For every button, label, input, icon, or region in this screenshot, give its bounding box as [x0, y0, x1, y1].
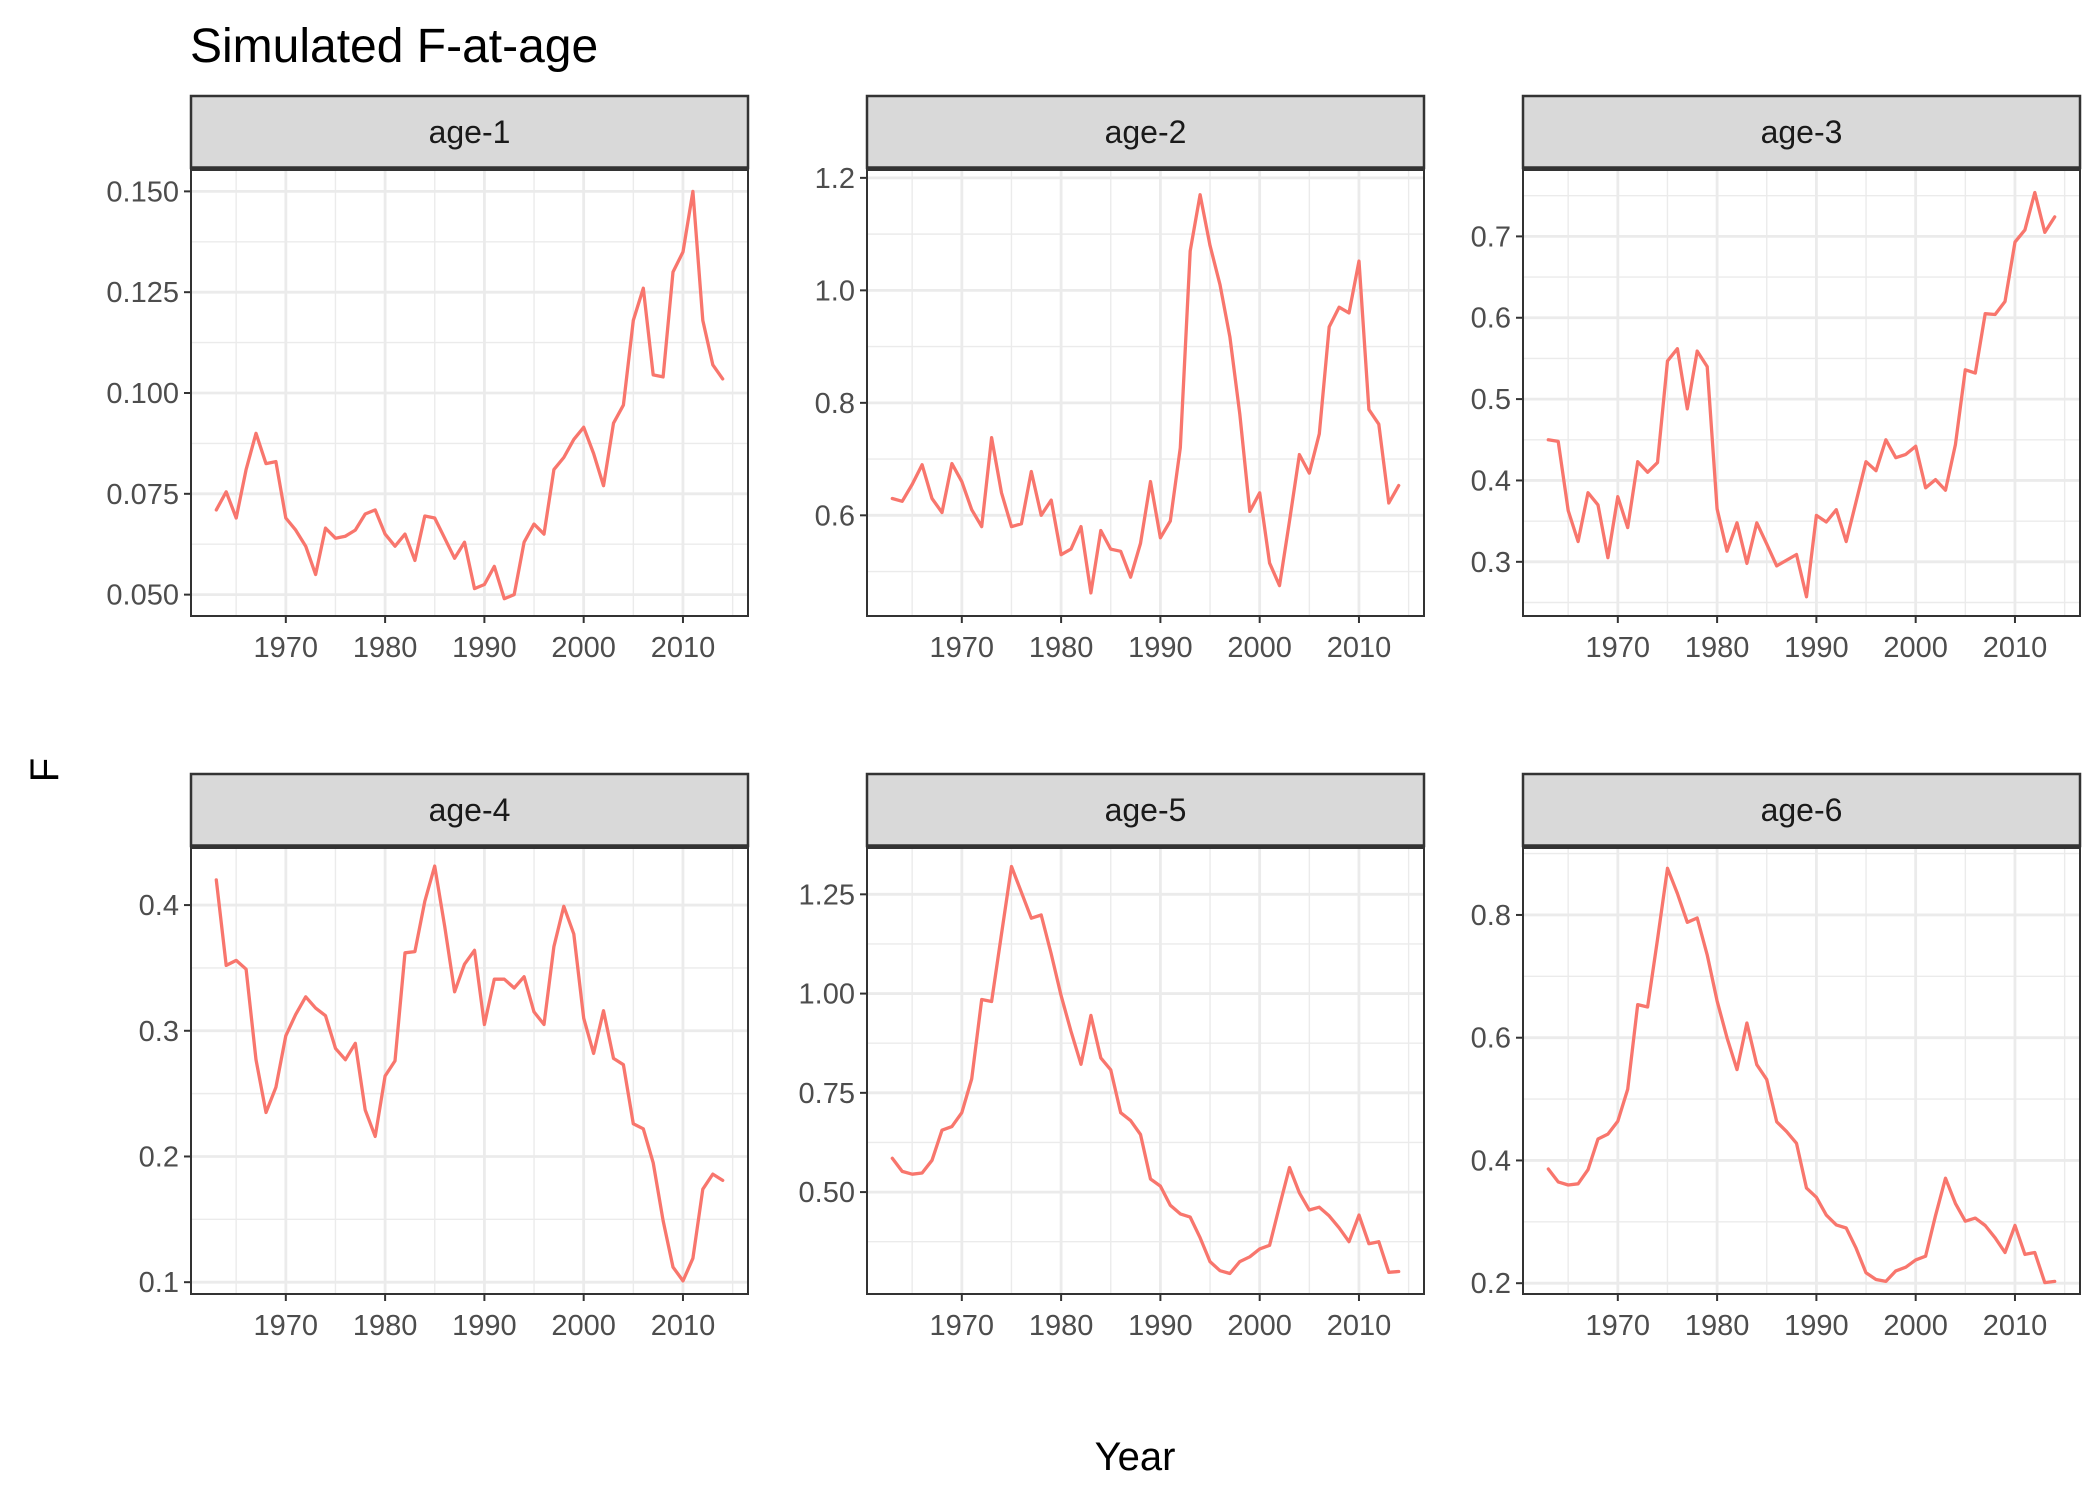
facet-panel-age-3: age-3 0.3 0.4 0.5 0.6 0.7 1970 1980 1990 2000 2010	[1471, 94, 2082, 664]
y-tick-label: 0.3	[139, 1016, 179, 1048]
y-tick-label: 0.75	[799, 1078, 855, 1110]
x-tick-label: 1990	[1784, 632, 1849, 664]
y-tick-label: 0.3	[1471, 547, 1511, 579]
y-tick-label: 0.7	[1471, 221, 1511, 253]
facet-panels: age-1 0.050 0.075 0.100 0.125 0.150 1970 1980 19…	[106, 94, 2082, 1342]
panel-border	[1522, 847, 2081, 1295]
x-tick-label: 2000	[1883, 632, 1948, 664]
series-line-age-1	[214, 189, 725, 601]
y-tick-label: 0.4	[139, 890, 179, 922]
y-tick-label: 0.1	[139, 1267, 179, 1299]
series-line-age-6	[1546, 866, 2057, 1285]
y-tick-label: 0.4	[1471, 1145, 1511, 1177]
y-tick-label: 1.0	[815, 275, 855, 307]
x-tick-label: 1990	[1784, 1310, 1849, 1342]
facet-strip-label: age-4	[429, 792, 511, 828]
x-tick-label: 2010	[1327, 1310, 1392, 1342]
x-tick-label: 1970	[1586, 632, 1651, 664]
x-tick-label: 1990	[452, 632, 517, 664]
x-tick-label: 1990	[452, 1310, 517, 1342]
x-tick-label: 2000	[551, 1310, 616, 1342]
x-tick-label: 2000	[551, 632, 616, 664]
x-tick-label: 2010	[651, 632, 716, 664]
x-tick-label: 1970	[1586, 1310, 1651, 1342]
x-tick-label: 1970	[930, 632, 995, 664]
facet-strip	[1521, 94, 2082, 170]
x-tick-label: 1970	[930, 1310, 995, 1342]
x-tick-label: 1990	[1128, 1310, 1193, 1342]
y-axis-title: F	[23, 758, 67, 782]
facet-panel-age-6: age-6 0.2 0.4 0.6 0.8 1970 1980 1990 2000 2010	[1471, 772, 2082, 1342]
series-line-age-4	[214, 864, 725, 1283]
y-tick-label: 1.25	[799, 879, 855, 911]
facet-strip-label: age-2	[1105, 114, 1187, 150]
panel-border	[190, 169, 749, 617]
facet-strip-label: age-3	[1761, 114, 1843, 150]
panel-background	[1523, 848, 2080, 1294]
x-tick-label: 1990	[1128, 632, 1193, 664]
y-tick-label: 0.8	[815, 388, 855, 420]
y-tick-label: 0.6	[1471, 303, 1511, 335]
x-tick-label: 1970	[254, 632, 319, 664]
facet-strip	[189, 94, 750, 170]
facet-strip-label: age-5	[1105, 792, 1187, 828]
panel-background	[867, 170, 1424, 616]
y-tick-label: 1.00	[799, 979, 855, 1011]
x-tick-label: 1980	[1685, 1310, 1750, 1342]
x-tick-label: 2000	[1883, 1310, 1948, 1342]
x-tick-label: 2010	[651, 1310, 716, 1342]
y-tick-label: 0.6	[815, 500, 855, 532]
y-tick-label: 0.4	[1471, 465, 1511, 497]
y-tick-label: 0.2	[139, 1141, 179, 1173]
y-tick-label: 0.50	[799, 1177, 855, 1209]
x-tick-label: 1970	[254, 1310, 319, 1342]
y-tick-label: 0.100	[106, 378, 179, 410]
series-line-age-3	[1546, 190, 2057, 599]
y-tick-label: 0.150	[106, 176, 179, 208]
series-line-age-5	[890, 864, 1401, 1276]
y-tick-label: 0.5	[1471, 384, 1511, 416]
x-tick-label: 1980	[353, 632, 418, 664]
y-tick-label: 0.125	[106, 277, 179, 309]
facet-panel-age-4: age-4 0.1 0.2 0.3 0.4 1970 1980 1990 2000 2010	[139, 772, 750, 1342]
facet-panel-age-1: age-1 0.050 0.075 0.100 0.125 0.150 1970 1980 19…	[106, 94, 750, 664]
x-tick-label: 2000	[1227, 632, 1292, 664]
facet-strip-label: age-6	[1761, 792, 1843, 828]
series-line-age-2	[890, 193, 1401, 595]
x-tick-label: 2010	[1983, 1310, 2048, 1342]
panel-border	[190, 847, 749, 1295]
chart-title: Simulated F-at-age	[190, 20, 598, 73]
panel-border	[866, 169, 1425, 617]
facet-panel-age-2: age-2 0.6 0.8 1.0 1.2 1970 1980 1990 2000 2010	[815, 94, 1426, 664]
facet-strip-label: age-1	[429, 114, 511, 150]
y-tick-label: 0.075	[106, 479, 179, 511]
panel-border	[866, 847, 1425, 1295]
x-tick-label: 1980	[1029, 1310, 1094, 1342]
panel-background	[1523, 170, 2080, 616]
x-tick-label: 2010	[1327, 632, 1392, 664]
x-tick-label: 1980	[1685, 632, 1750, 664]
x-tick-label: 2000	[1227, 1310, 1292, 1342]
x-tick-label: 2010	[1983, 632, 2048, 664]
y-tick-label: 0.050	[106, 580, 179, 612]
panel-border	[1522, 169, 2081, 617]
x-axis-title: Year	[1095, 1435, 1176, 1479]
y-tick-label: 0.6	[1471, 1023, 1511, 1055]
y-tick-label: 0.8	[1471, 900, 1511, 932]
facet-panel-age-5: age-5 0.50 0.75 1.00 1.25 1970 1980 1990 2000 201…	[799, 772, 1426, 1342]
x-tick-label: 1980	[353, 1310, 418, 1342]
x-tick-label: 1980	[1029, 632, 1094, 664]
y-tick-label: 1.2	[815, 163, 855, 195]
y-tick-label: 0.2	[1471, 1268, 1511, 1300]
